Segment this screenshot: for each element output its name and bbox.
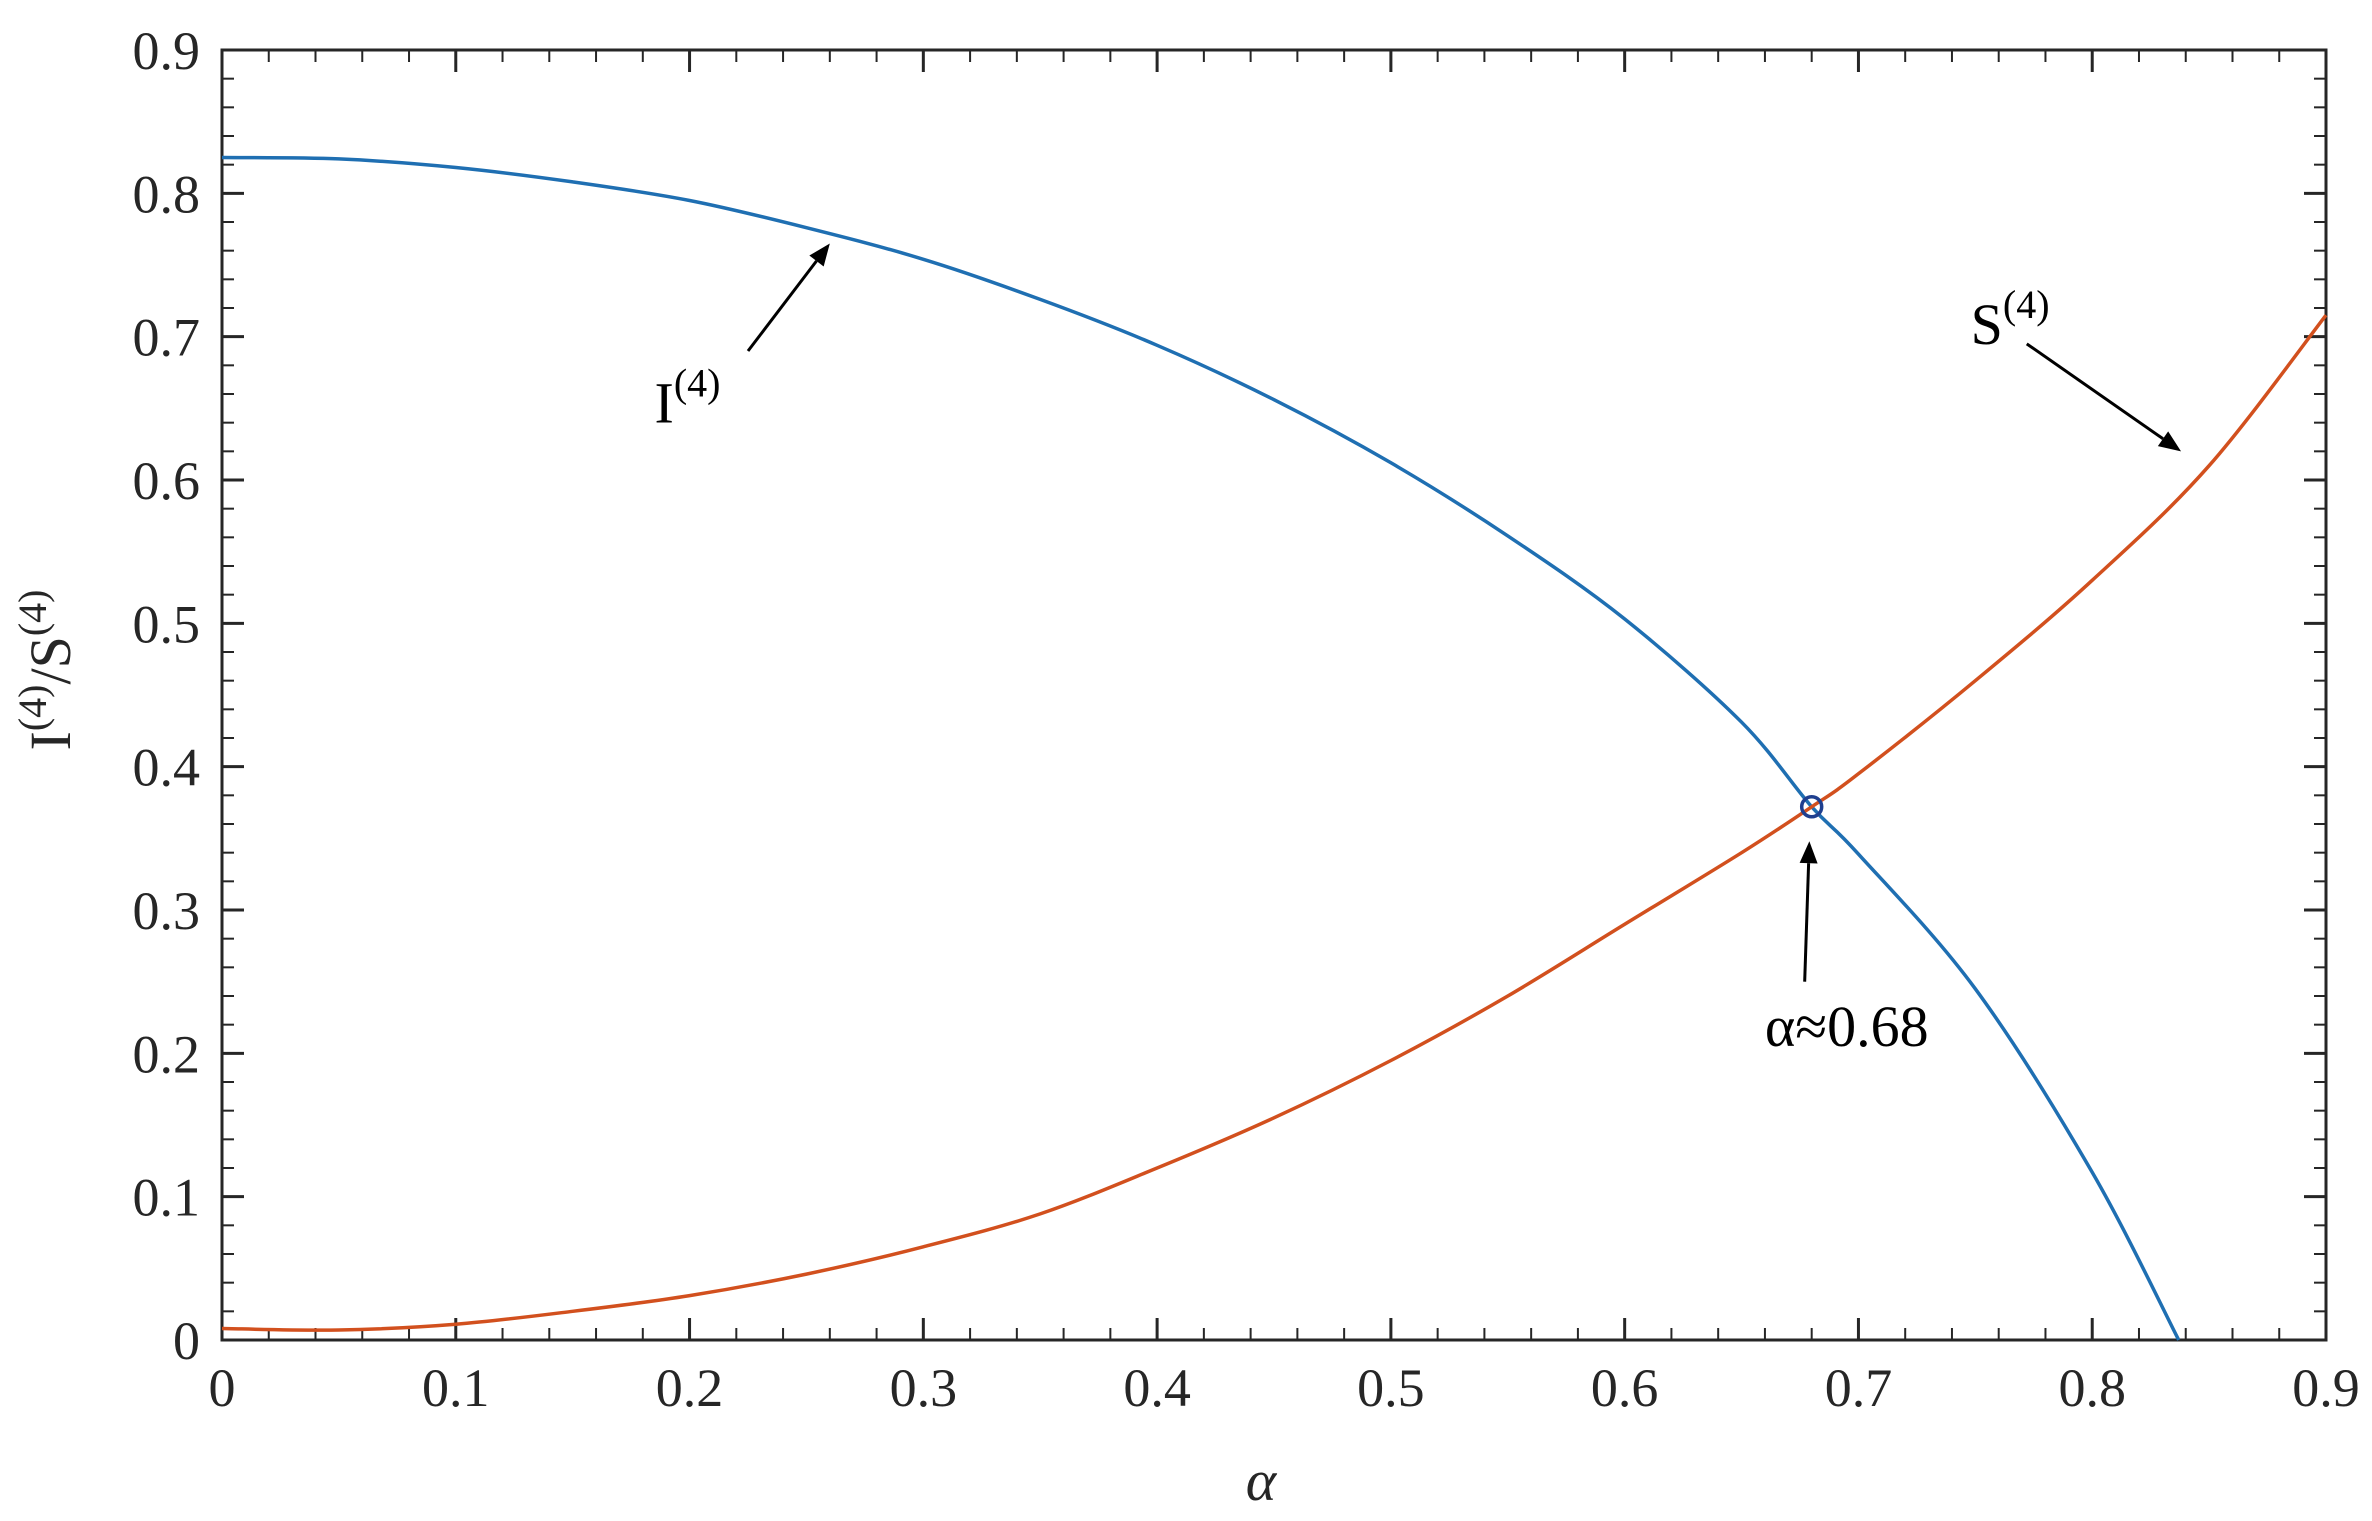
x-axis-title: α: [1246, 1448, 1278, 1513]
y-axis-title-main-1: I: [18, 731, 83, 750]
series-line-S4: [221, 314, 2328, 1332]
series-layer: [221, 155, 2328, 1341]
label-S-arrow-head: [2157, 431, 2182, 452]
x-tick-label: 0: [209, 1358, 236, 1418]
y-axis-title-sup-1: (4): [10, 685, 55, 732]
x-tick-label: 0.8: [2058, 1358, 2126, 1418]
axis-ticks: [220, 48, 2328, 1342]
plot-area-frame: [220, 48, 2328, 1342]
y-tick-label: 0.6: [133, 451, 201, 511]
y-tick-label: 0.8: [133, 164, 201, 224]
intersection-marker: [1799, 795, 1824, 819]
label-I-text: I(4): [654, 361, 720, 436]
annotation-layer: I(4) S(4) α≈0.68: [654, 243, 2182, 1059]
x-tick-label: 0.6: [1591, 1358, 1659, 1418]
label-I-arrow-shaft: [746, 260, 818, 352]
series-line-I4: [221, 155, 2181, 1341]
y-tick-label: 0.5: [133, 594, 201, 654]
y-tick-label: 0.2: [133, 1024, 201, 1084]
tick-labels: 0 0.1 0.2 0.3 0.4 0.5 0.6 0.7 0.8 0.9 0 0.1 0.2 0.3 0.…: [133, 21, 2360, 1418]
y-axis-title: I(4)/S(4): [10, 590, 83, 751]
x-tick-label: 0.9: [2292, 1358, 2360, 1418]
label-alpha-arrow-head: [1799, 841, 1818, 864]
label-I-arrow-head: [809, 243, 830, 267]
label-S-arrow-shaft: [2025, 342, 2164, 440]
y-tick-label: 0.9: [133, 21, 201, 81]
y-tick-label: 0: [173, 1311, 200, 1371]
y-tick-label: 0.3: [133, 881, 201, 941]
x-tick-label: 0.2: [656, 1358, 724, 1418]
y-axis-title-sep: /S: [18, 636, 83, 684]
y-tick-label: 0.1: [133, 1168, 201, 1228]
label-alpha-text: α≈0.68: [1765, 994, 1929, 1059]
label-S-text: S(4): [1971, 282, 2050, 357]
x-tick-label: 0.5: [1357, 1358, 1425, 1418]
label-alpha-arrow-shaft: [1803, 863, 1811, 982]
x-tick-label: 0.4: [1123, 1358, 1191, 1418]
y-axis-title-sup-2: (4): [10, 590, 55, 637]
x-tick-label: 0.3: [890, 1358, 958, 1418]
y-tick-label: 0.4: [133, 738, 201, 798]
x-tick-label: 0.7: [1825, 1358, 1893, 1418]
x-tick-label: 0.1: [422, 1358, 490, 1418]
y-tick-label: 0.7: [133, 308, 201, 368]
